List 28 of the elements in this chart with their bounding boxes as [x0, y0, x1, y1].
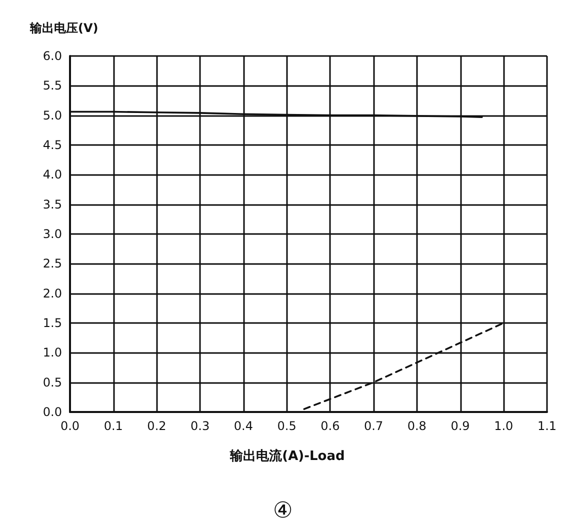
x-tick-label: 1.1 — [537, 419, 557, 433]
x-tick-label: 0.1 — [104, 419, 123, 433]
y-tick-label: 6.0 — [42, 49, 62, 63]
y-tick-label: 1.5 — [42, 316, 62, 330]
y-tick-label: 3.0 — [42, 227, 62, 241]
x-tick-label: 0.6 — [320, 419, 340, 433]
x-axis-title: 输出电流(A)-Load — [229, 448, 345, 464]
x-tick-label: 0.7 — [364, 419, 384, 433]
x-tick-label: 0.5 — [277, 419, 296, 433]
y-tick-label: 2.5 — [42, 256, 62, 271]
y-tick-label: 2.0 — [42, 286, 62, 300]
y-tick-label: 0.0 — [42, 405, 62, 419]
y-tick-label: 4.5 — [42, 138, 62, 152]
y-tick-label: 1.0 — [42, 346, 62, 360]
x-tick-label: 0.3 — [190, 419, 210, 433]
x-tick-label: 0.4 — [234, 419, 253, 433]
y-axis-title: 输出电压(V) — [29, 21, 98, 35]
x-tick-label: 0.9 — [450, 419, 470, 433]
y-tick-label: 5.0 — [42, 108, 62, 122]
x-tick-label: 1.0 — [494, 419, 514, 433]
y-tick-label: 4.0 — [42, 168, 62, 182]
y-tick-label: 3.5 — [42, 197, 62, 212]
y-tick-label: 0.5 — [42, 375, 62, 390]
x-tick-label: 0.8 — [407, 419, 426, 433]
x-tick-label: 0.2 — [147, 419, 166, 433]
text: ④ — [273, 498, 293, 524]
y-tick-label: 5.5 — [42, 78, 62, 93]
x-tick-label: 0.0 — [60, 419, 80, 433]
